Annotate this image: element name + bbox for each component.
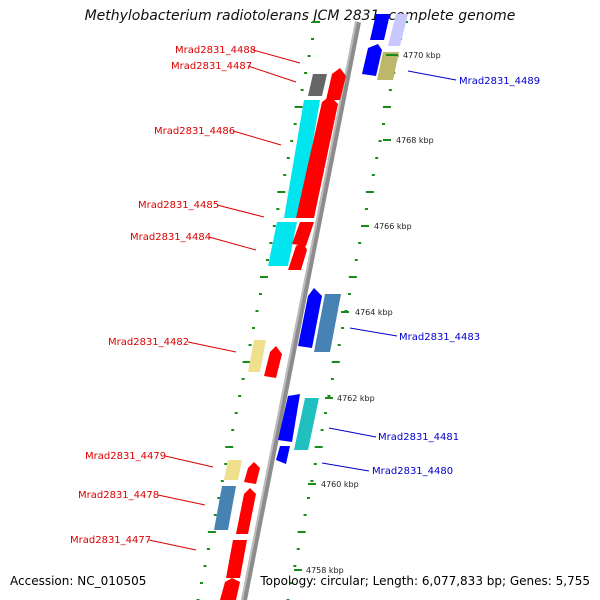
reverse-gene-features bbox=[214, 68, 346, 600]
gene-feature-4482[interactable] bbox=[248, 340, 266, 372]
scale-label-4770: 4770 kbp bbox=[403, 51, 441, 60]
gene-label-4483[interactable]: Mrad2831_4483 bbox=[399, 332, 480, 343]
gene-label-4486[interactable]: Mrad2831_4486 bbox=[154, 126, 235, 137]
gene-label-4482[interactable]: Mrad2831_4482 bbox=[108, 337, 189, 348]
genome-summary-text: Topology: circular; Length: 6,077,833 bp… bbox=[260, 574, 590, 588]
gene-feature-4483[interactable] bbox=[314, 294, 341, 352]
gene-feature-4477[interactable] bbox=[226, 540, 247, 578]
inner-tick-track bbox=[196, 21, 320, 600]
gene-feature-4485[interactable] bbox=[296, 96, 338, 218]
gene-feature-4481[interactable] bbox=[294, 398, 319, 450]
forward-gene-features bbox=[276, 14, 408, 464]
gene-feature-red-4482b[interactable] bbox=[264, 346, 282, 378]
scale-label-4766: 4766 kbp bbox=[374, 222, 412, 231]
gene-feature-red-4479b[interactable] bbox=[244, 462, 260, 484]
scale-label-4760: 4760 kbp bbox=[321, 480, 359, 489]
gene-feature-red-bottom[interactable] bbox=[220, 578, 240, 600]
gene-label-4478[interactable]: Mrad2831_4478 bbox=[78, 490, 159, 501]
scale-label-4768: 4768 kbp bbox=[396, 136, 434, 145]
accession-text: Accession: NC_010505 bbox=[10, 574, 147, 588]
scale-label-4758: 4758 kbp bbox=[306, 566, 344, 575]
scale-label-4762: 4762 kbp bbox=[337, 394, 375, 403]
scale-labels: 4770 kbp 4768 kbp 4766 kbp 4764 kbp 4762… bbox=[294, 51, 441, 575]
gene-feature-4479[interactable] bbox=[224, 460, 242, 480]
gene-label-4484[interactable]: Mrad2831_4484 bbox=[130, 232, 211, 243]
gene-label-4481[interactable]: Mrad2831_4481 bbox=[378, 432, 459, 443]
gene-label-4485[interactable]: Mrad2831_4485 bbox=[138, 200, 219, 211]
gene-feature-blue-4483a[interactable] bbox=[298, 288, 322, 348]
gene-feature-red-4484b[interactable] bbox=[288, 242, 307, 270]
genome-title: Methylobacterium radiotolerans JCM 2831,… bbox=[84, 8, 516, 24]
gene-feature-blue-4481a[interactable] bbox=[278, 394, 300, 442]
gene-feature-top-blue[interactable] bbox=[370, 14, 390, 40]
gene-feature-4489[interactable] bbox=[377, 52, 399, 80]
gene-feature-4486[interactable] bbox=[284, 100, 320, 218]
gene-feature-4487[interactable] bbox=[326, 68, 346, 100]
scale-label-4764: 4764 kbp bbox=[355, 308, 393, 317]
gene-label-4488[interactable]: Mrad2831_4488 bbox=[175, 45, 256, 56]
reverse-gene-labels: Mrad2831_4488 Mrad2831_4487 Mrad2831_448… bbox=[70, 45, 301, 551]
gene-feature-blue-small[interactable] bbox=[362, 44, 382, 76]
genome-backbone bbox=[241, 21, 361, 600]
gene-feature-red-4484c[interactable] bbox=[292, 222, 314, 246]
gene-feature-4478[interactable] bbox=[214, 486, 236, 530]
gene-label-4477[interactable]: Mrad2831_4477 bbox=[70, 535, 151, 546]
gene-feature-blue-4480[interactable] bbox=[276, 446, 290, 464]
gene-label-4489[interactable]: Mrad2831_4489 bbox=[459, 76, 540, 87]
gene-feature-4484[interactable] bbox=[268, 222, 297, 266]
gene-label-4487[interactable]: Mrad2831_4487 bbox=[171, 61, 252, 72]
gene-label-4480[interactable]: Mrad2831_4480 bbox=[372, 466, 453, 477]
genome-backbone-highlight bbox=[241, 21, 357, 600]
gene-feature-red-4478b[interactable] bbox=[236, 488, 256, 534]
gene-feature-top-lavender[interactable] bbox=[388, 14, 408, 46]
gene-feature-4488[interactable] bbox=[308, 74, 327, 96]
gene-label-4479[interactable]: Mrad2831_4479 bbox=[85, 451, 166, 462]
forward-gene-labels: Mrad2831_4489 Mrad2831_4483 Mrad2831_448… bbox=[321, 70, 540, 477]
